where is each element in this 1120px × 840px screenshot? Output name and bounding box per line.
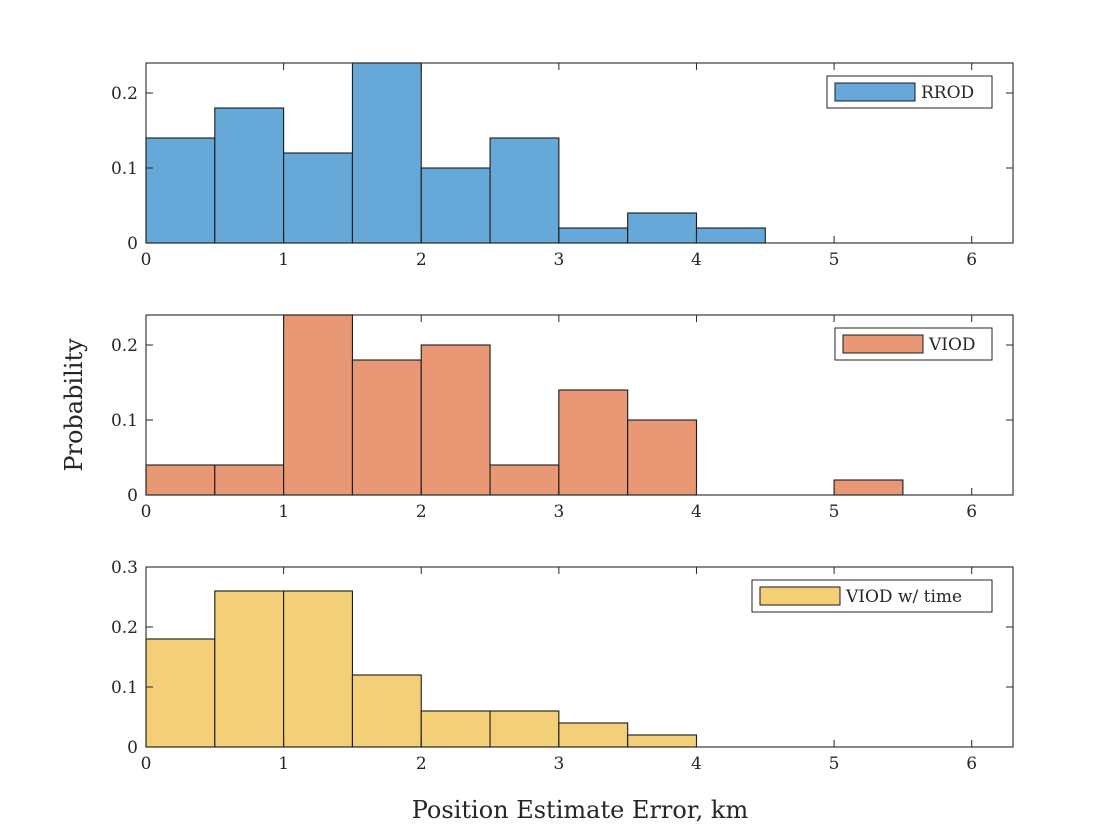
legend-swatch [834,82,916,102]
histogram-bar [489,710,560,748]
x-tick-label: 1 [278,250,289,270]
x-tick-label: 0 [141,502,152,522]
x-tick-label: 5 [829,250,840,270]
y-tick-label: 0.2 [111,618,138,638]
x-tick-label: 4 [691,754,702,774]
x-tick-label: 0 [141,754,152,774]
x-tick-label: 3 [553,250,564,270]
y-tick-label: 0.2 [111,336,138,356]
legend-swatch [842,334,924,354]
histogram-bar [627,419,698,496]
y-tick-label: 0 [127,738,138,758]
histogram-bar [145,137,216,244]
histogram-bar [833,479,904,496]
legend-swatch [759,586,841,606]
y-tick-label: 0 [127,234,138,254]
subplot-1: 0 1 2 3 4 5 6 0 0.1 0.2 RROD [111,62,1014,270]
histogram-bar [558,722,629,748]
subplot-3: 0 1 2 3 4 5 6 0 0.1 0.2 0.3 VIOD w/ time [111,558,1014,774]
histogram-bar [489,464,560,496]
x-tick-label: 3 [553,502,564,522]
legend: VIOD w/ time [751,579,993,613]
histogram-bar [283,590,353,748]
legend: VIOD [834,327,993,361]
histogram-bar [420,167,491,244]
legend-label: VIOD [928,335,976,355]
axes-frame [145,314,1014,496]
histogram-bar [283,314,353,496]
x-tick-label: 5 [829,502,840,522]
y-tick-label: 0.2 [111,84,138,104]
x-tick-label: 4 [691,502,702,522]
x-tick-label: 5 [829,754,840,774]
x-tick-label: 6 [966,502,977,522]
x-tick-label: 1 [278,502,289,522]
x-tick-label: 2 [416,754,427,774]
histogram-bar [420,344,491,496]
histogram-bar [145,638,216,748]
histogram-bar [145,464,216,496]
legend: RROD [826,75,993,109]
y-tick-label: 0 [127,486,138,506]
x-tick-label: 4 [691,250,702,270]
histogram-bar [351,674,422,748]
histogram-bar [695,227,766,244]
axes-frame [145,62,1014,244]
y-tick-label: 0.1 [111,159,138,179]
histogram-bar [558,389,629,496]
legend-label: VIOD w/ time [845,587,962,607]
x-tick-label: 2 [416,250,427,270]
x-axis-title: Position Estimate Error, km [412,796,749,824]
subplot-panels: 0 1 2 3 4 5 6 0 0.1 0.2 RROD 0 1 2 3 4 5 6 0 0.1 0.2 VIOD 0 1 2 3… [111,62,1014,774]
histogram-bar [558,227,629,244]
x-tick-label: 6 [966,250,977,270]
histogram-bar [283,152,353,244]
legend-label: RROD [921,83,974,103]
histogram-bar [420,710,491,748]
subplot-2: 0 1 2 3 4 5 6 0 0.1 0.2 VIOD [111,314,1014,522]
histogram-bar [489,137,560,244]
x-tick-label: 6 [966,754,977,774]
histogram-bar [351,62,422,244]
x-tick-label: 0 [141,250,152,270]
y-tick-label: 0.1 [111,678,138,698]
histogram-bar [214,107,285,244]
x-tick-label: 3 [553,754,564,774]
histogram-bar [627,212,698,244]
histogram-bar [214,464,285,496]
y-axis-title: Probability [60,338,88,472]
histogram-bar [214,590,285,748]
y-tick-label: 0.1 [111,411,138,431]
x-tick-label: 2 [416,502,427,522]
y-tick-label: 0.3 [111,558,138,578]
x-tick-label: 1 [278,754,289,774]
histogram-bar [351,359,422,496]
axes-frame [145,566,1014,748]
histogram-bar [627,734,698,748]
